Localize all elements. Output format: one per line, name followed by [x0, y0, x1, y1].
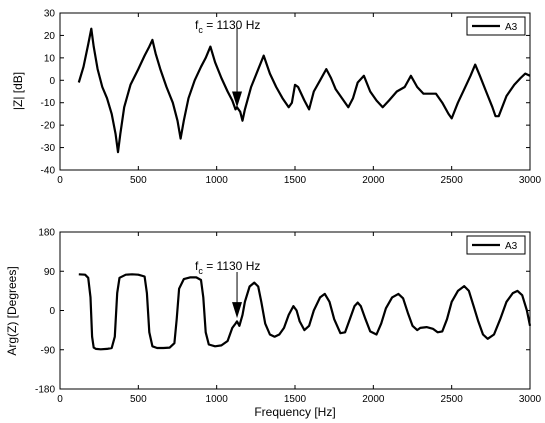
phase-x-tick-label: 2000: [362, 394, 385, 405]
magnitude-y-tick-label: -20: [41, 121, 56, 132]
phase-x-tick-label: 3000: [519, 394, 542, 405]
phase-x-tick-label: 1500: [284, 394, 307, 405]
magnitude-y-axis-label: |Z| [dB]: [11, 72, 25, 110]
phase-y-tick-label: 180: [38, 228, 55, 239]
magnitude-y-tick-label: 10: [44, 53, 56, 64]
phase-y-tick-label: 0: [49, 306, 55, 317]
magnitude-fc-annotation: fc = 1130 Hz: [195, 18, 260, 108]
magnitude-x-tick-label: 3000: [519, 175, 542, 186]
magnitude-y-tick-label: -40: [41, 166, 56, 177]
phase-plot-area: [59, 231, 531, 390]
phase-y-tick-label: -90: [41, 345, 56, 356]
magnitude-ticks: 0 500 1000 1500 2000 2500 3000 -40 -30 -20 -10 0 10 2…: [41, 9, 542, 187]
phase-x-tick-label: 2500: [441, 394, 464, 405]
magnitude-y-tick-label: 30: [44, 9, 56, 20]
phase-series-line: [78, 273, 532, 351]
phase-fc-arrow-head: [232, 302, 243, 319]
phase-legend: A3: [466, 235, 526, 255]
phase-panel: 0 500 1000 1500 2000 2500 3000 -180 -90 0 90 180 fc…: [5, 228, 542, 420]
phase-y-tick-label: -180: [35, 385, 55, 396]
phase-x-tick-label: 500: [130, 394, 147, 405]
magnitude-x-tick-label: 0: [57, 175, 63, 186]
magnitude-legend-label: A3: [505, 22, 518, 33]
magnitude-x-tick-label: 1000: [206, 175, 229, 186]
magnitude-plot-area: [59, 12, 531, 171]
phase-x-tick-label: 0: [57, 394, 63, 405]
magnitude-y-tick-label: -10: [41, 98, 56, 109]
magnitude-x-tick-label: 2000: [362, 175, 385, 186]
phase-x-axis-label: Frequency [Hz]: [254, 405, 335, 419]
magnitude-x-tick-label: 1500: [284, 175, 307, 186]
magnitude-legend: A3: [466, 16, 526, 36]
phase-fc-annotation: fc = 1130 Hz: [195, 259, 260, 319]
phase-legend-label: A3: [505, 241, 518, 252]
phase-ticks: 0 500 1000 1500 2000 2500 3000 -180 -90 0 90 180: [35, 228, 542, 406]
magnitude-y-tick-label: 0: [49, 76, 55, 87]
magnitude-y-tick-label: -30: [41, 143, 56, 154]
magnitude-y-tick-label: 20: [44, 31, 56, 42]
phase-x-tick-label: 1000: [206, 394, 229, 405]
magnitude-fc-arrow-head: [232, 91, 243, 108]
magnitude-x-tick-label: 2500: [441, 175, 464, 186]
phase-y-tick-label: 90: [44, 267, 56, 278]
phase-y-axis-label: Arg(Z) [Degrees]: [5, 266, 19, 355]
magnitude-series-line: [77, 27, 531, 154]
magnitude-fc-label: fc = 1130 Hz: [195, 18, 260, 35]
magnitude-x-tick-label: 500: [130, 175, 147, 186]
phase-fc-label: fc = 1130 Hz: [195, 259, 260, 276]
magnitude-panel: 0 500 1000 1500 2000 2500 3000 -40 -30 -20 -10 0 10 2…: [11, 9, 542, 187]
